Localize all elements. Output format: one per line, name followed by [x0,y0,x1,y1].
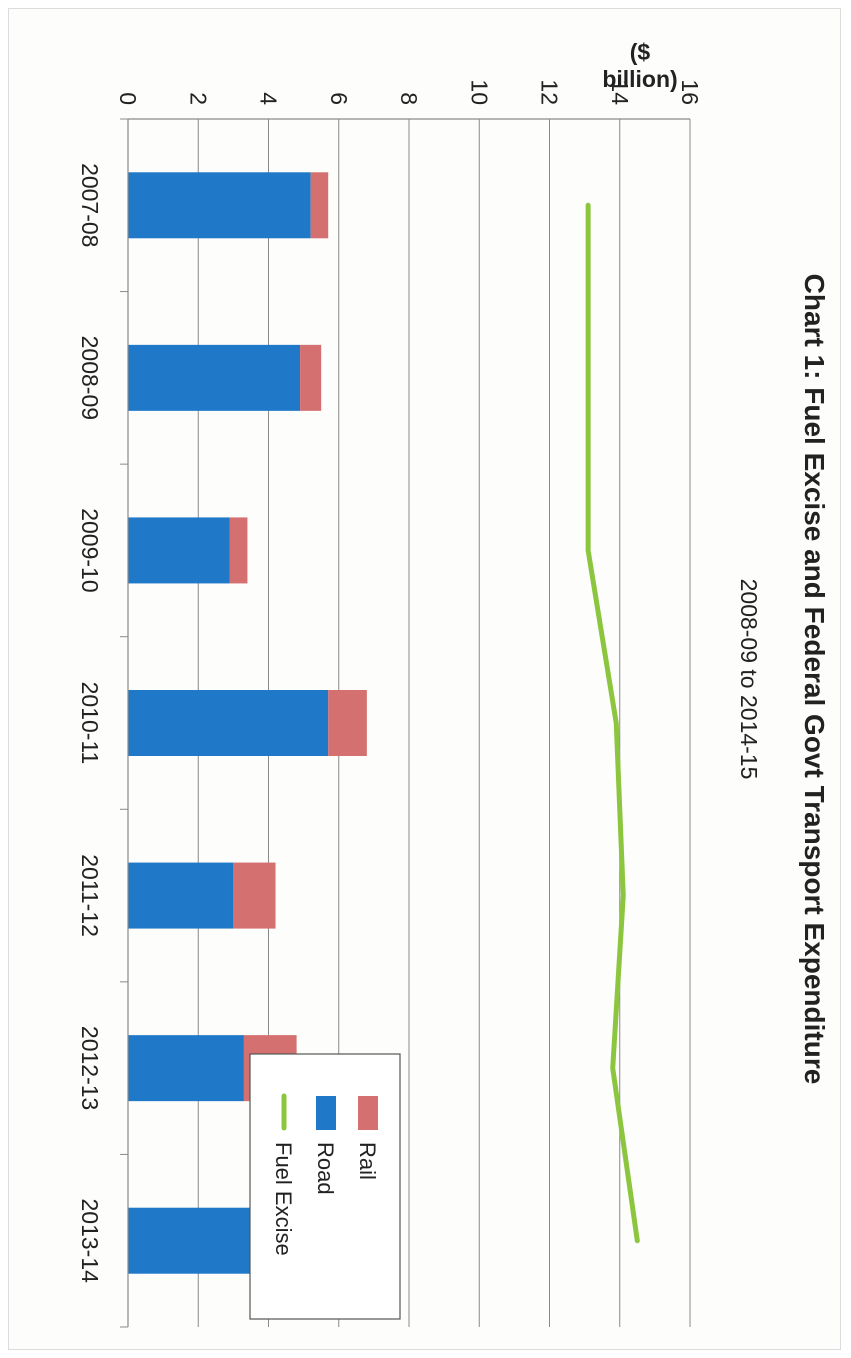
legend: Rail Road Fuel Excise [249,1053,401,1320]
line-layer [585,202,640,1244]
bar-road [128,1207,255,1274]
bar-rail [300,344,322,411]
bar-road [127,344,301,411]
y-tick-label: 16 [677,79,703,105]
y-tick-label: 4 [256,92,282,105]
y-tick-label: 12 [537,79,563,105]
bar-road [127,1035,244,1102]
bar-layer [127,172,367,1274]
bar-road [128,690,329,756]
gridlines [127,119,691,1327]
x-tick-label: 2012-13 [77,1026,103,1110]
x-tick-label: 2009-10 [77,508,103,592]
legend-label: Fuel Excise [271,1142,296,1256]
y-tick-label: 8 [396,92,422,105]
y-tick-label: 0 [115,92,141,105]
line-fuel-excise [585,202,640,1244]
plot-area: 0 2 4 6 8 10 12 14 16 2007-08 2008-09 2009-10 2010-1… [77,79,703,1328]
legend-swatch [316,1096,336,1130]
bar-rail [233,862,276,929]
page-frame: Chart 1: Fuel Excise and Federal Govt Tr… [8,8,841,1350]
bar-rail [229,517,248,584]
axes: 0 2 4 6 8 10 12 14 16 2007-08 2008-09 2009-10 2010-1… [77,79,703,1328]
x-tick-label: 2007-08 [77,163,103,247]
legend-swatch [358,1096,378,1130]
x-tick-label: 2010-11 [77,682,103,765]
bar-rail [310,172,329,239]
x-tick-label: 2008-09 [77,336,103,420]
chart-canvas: Chart 1: Fuel Excise and Federal Govt Tr… [9,9,840,1349]
y-tick-label: 14 [607,79,633,105]
legend-label: Road [313,1142,338,1195]
bar-road [127,517,230,584]
x-tick-label: 2013-14 [77,1199,103,1284]
y-tick-label: 10 [466,79,492,105]
bar-road [128,172,311,239]
legend-label: Rail [355,1142,380,1180]
y-tick-label: 6 [326,92,352,105]
bar-rail [328,690,367,756]
bar-road [128,862,234,929]
x-tick-label: 2011-12 [77,854,103,937]
y-tick-label: 2 [185,92,211,105]
